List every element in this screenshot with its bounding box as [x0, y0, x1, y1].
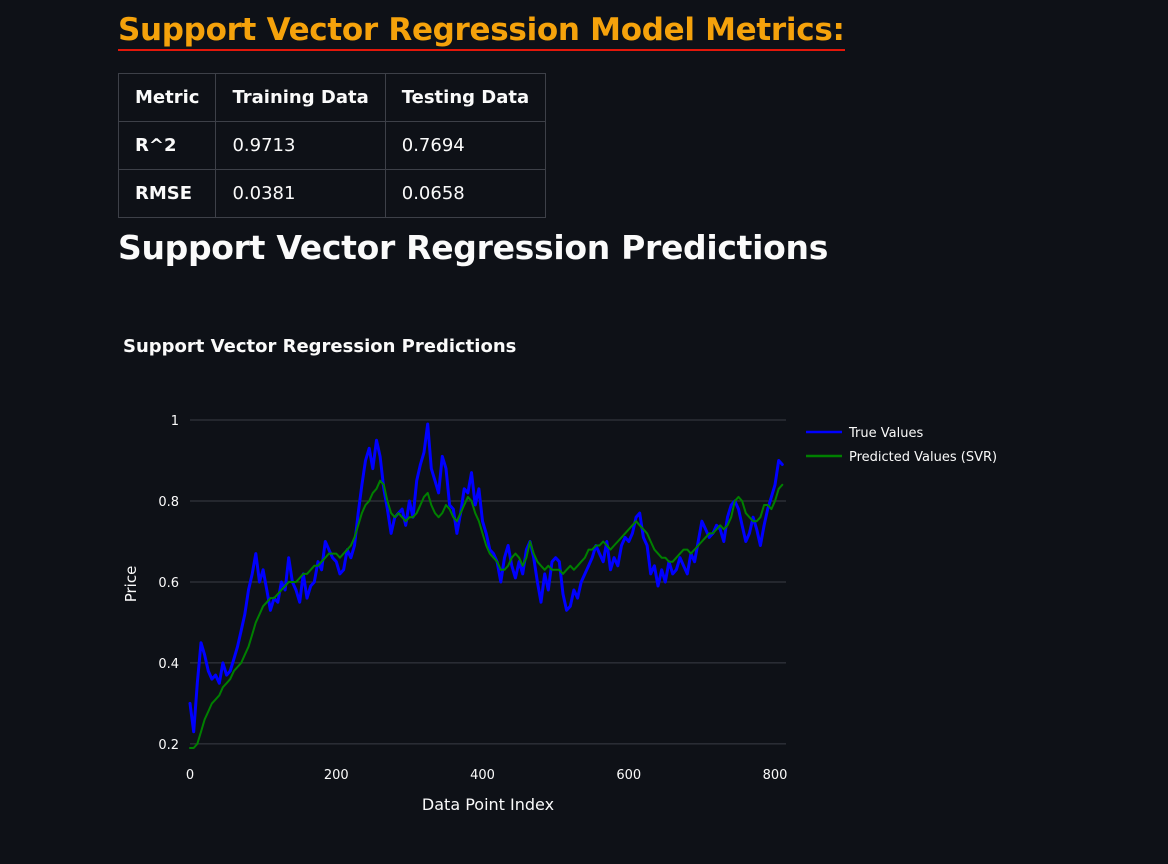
testing-value-cell: 0.7694: [384, 121, 547, 170]
metrics-heading-text: Support Vector Regression Model Metrics:: [118, 12, 845, 48]
chart-gridlines: [190, 419, 786, 745]
metrics-heading-underline: [118, 49, 845, 51]
legend-item[interactable]: True Values: [806, 426, 923, 441]
x-axis-label: Data Point Index: [422, 795, 554, 814]
x-tick-labels: 0 200 400 600 800: [186, 768, 788, 783]
y-axis-label: Price: [122, 566, 140, 603]
section-title: Support Vector Regression Predictions: [118, 228, 829, 267]
testing-value-cell: 0.0658: [384, 169, 547, 218]
table-row: RMSE 0.0381 0.0658: [117, 169, 547, 218]
chart-series: [188, 422, 784, 749]
x-tick-label: 800: [763, 768, 788, 783]
chart-title: Support Vector Regression Predictions: [123, 336, 516, 357]
legend-label: Predicted Values (SVR): [849, 450, 997, 465]
x-tick-label: 400: [470, 768, 495, 783]
column-header-testing: Testing Data: [384, 73, 547, 122]
table-row: R^2 0.9713 0.7694: [117, 121, 547, 170]
column-header-metric: Metric: [117, 73, 217, 122]
chart-container[interactable]: Support Vector Regression Predictions 0.…: [0, 300, 1168, 864]
y-tick-labels: 0.2 0.4 0.6 0.8 1: [158, 414, 179, 753]
metrics-table: Metric Training Data Testing Data R^2 0.…: [117, 73, 547, 218]
y-tick-label: 1: [171, 414, 179, 429]
metrics-heading: Support Vector Regression Model Metrics:: [118, 12, 845, 51]
training-value-cell: 0.0381: [215, 169, 386, 218]
y-tick-label: 0.4: [158, 657, 179, 672]
column-header-training: Training Data: [215, 73, 386, 122]
x-tick-label: 0: [186, 768, 194, 783]
prediction-chart[interactable]: Support Vector Regression Predictions 0.…: [0, 300, 1168, 864]
metrics-table-header-row: Metric Training Data Testing Data: [117, 73, 547, 122]
x-tick-label: 200: [324, 768, 349, 783]
y-tick-label: 0.8: [158, 495, 179, 510]
metric-name-cell: RMSE: [117, 169, 217, 218]
metric-name-cell: R^2: [117, 121, 217, 170]
legend-item[interactable]: Predicted Values (SVR): [806, 450, 997, 465]
training-value-cell: 0.9713: [215, 121, 386, 170]
x-tick-label: 600: [616, 768, 641, 783]
y-tick-label: 0.6: [158, 576, 179, 591]
legend-label: True Values: [848, 426, 923, 441]
chart-legend[interactable]: True Values Predicted Values (SVR): [806, 426, 997, 465]
series-line-predicted-values: [189, 479, 784, 749]
y-tick-label: 0.2: [158, 738, 179, 753]
series-line-true-values: [188, 422, 784, 734]
